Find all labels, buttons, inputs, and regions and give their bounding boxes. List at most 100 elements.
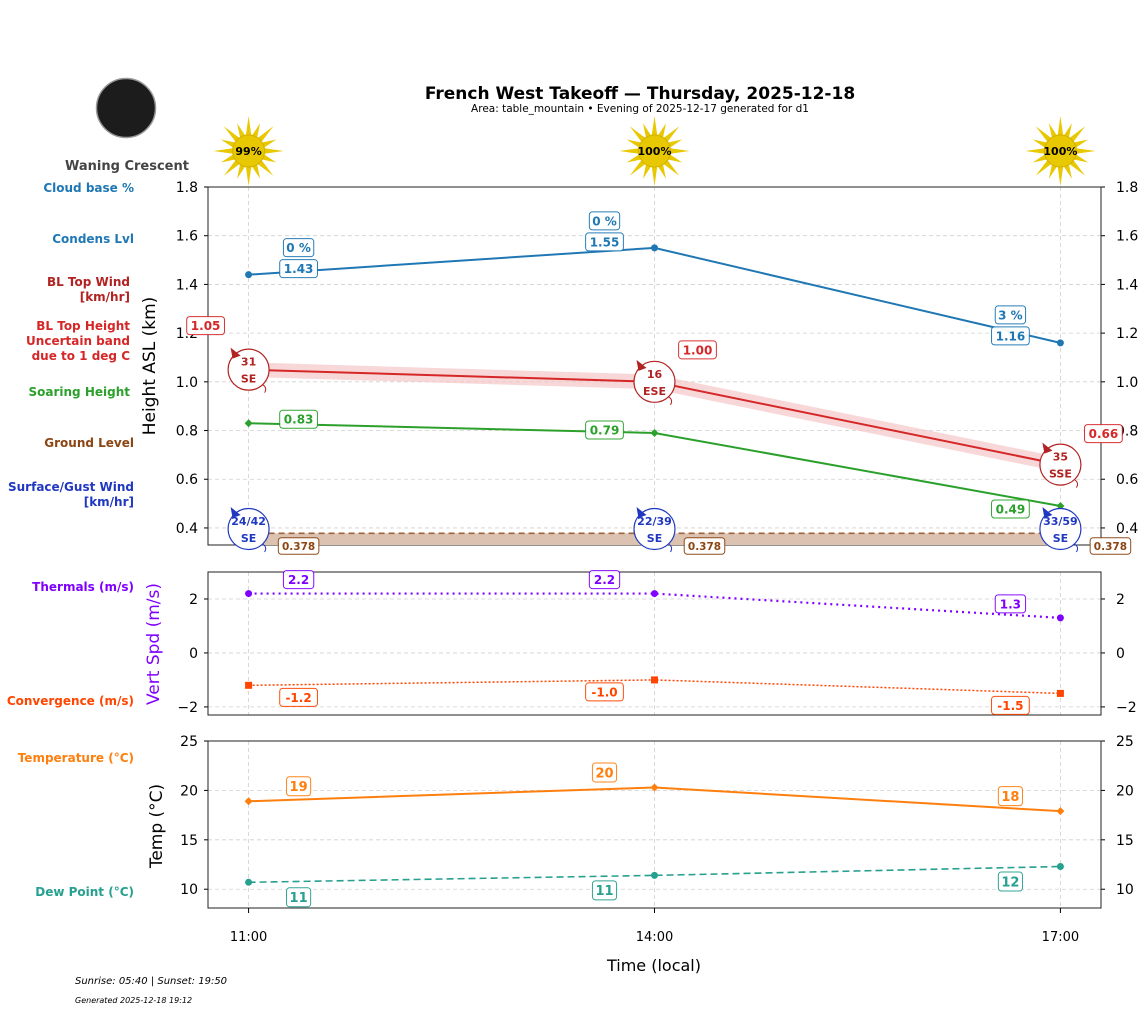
sun-ray <box>223 126 240 142</box>
y-tick-label-right: 10 <box>1116 882 1134 898</box>
bl-wind-speed: 35 <box>1053 451 1068 464</box>
soaring-label-box <box>585 420 624 440</box>
condens-point <box>651 244 658 252</box>
convergence-label-box <box>991 695 1030 715</box>
soaring-label-box <box>991 499 1030 519</box>
y-tick-label-right: 25 <box>1116 734 1134 750</box>
moon-phase-label: Waning Crescent <box>65 159 189 174</box>
bl-wind-hook <box>1074 479 1079 488</box>
thermals-label-box <box>588 570 621 590</box>
sun-disc <box>1043 134 1077 168</box>
condens-label-box <box>991 326 1030 346</box>
sun-ray <box>658 123 666 138</box>
sun-ray <box>257 160 274 176</box>
legend-thermals: Thermals (m/s) <box>32 580 134 594</box>
soaring-label: 0.49 <box>996 502 1026 516</box>
sun-ray <box>1057 116 1064 136</box>
sun-ray <box>262 154 277 163</box>
bl-wind-circle <box>227 348 270 391</box>
convergence-point <box>1056 689 1064 697</box>
legend-surface-wind: Surface/Gust Wind [km/hr] <box>8 480 134 509</box>
sun-icon <box>1025 116 1096 186</box>
surface-wind-hook <box>668 543 673 553</box>
bl-wind-speed: 31 <box>241 356 256 369</box>
y-tick-label: 20 <box>180 783 198 799</box>
sun-ray <box>1035 126 1052 142</box>
sun-ray <box>626 154 641 163</box>
soaring-label: 0.83 <box>284 413 314 427</box>
soaring-label: 0.79 <box>590 423 620 437</box>
dew-point-point <box>1056 862 1064 870</box>
sun-ray <box>1073 139 1089 148</box>
condens-label: 1.55 <box>590 235 620 249</box>
ground-label: 0.378 <box>1094 541 1127 553</box>
y-tick-label-right: 0 <box>1116 646 1125 662</box>
cloud-base-label: 3 % <box>998 308 1023 322</box>
legend-dew-point: Dew Point (°C) <box>35 885 134 899</box>
x-tick-label: 14:00 <box>636 930 673 945</box>
chart-subtitle: Area: table_mountain • Evening of 2025-1… <box>471 103 809 115</box>
temperature-label-box <box>286 776 312 797</box>
sun-ray <box>1069 126 1086 142</box>
vertical-speed-panel-frame <box>207 571 1102 716</box>
thermals-point <box>1056 614 1064 622</box>
sun-ray <box>1032 139 1047 148</box>
sun-ray <box>213 148 233 154</box>
y-tick-label: 1.8 <box>176 180 198 196</box>
bl-wind-circle <box>633 360 676 403</box>
condens-label: 1.43 <box>284 262 314 276</box>
sun-ray <box>1063 123 1072 138</box>
convergence-point <box>245 681 253 689</box>
sun-ray <box>643 123 651 138</box>
condens-label-box <box>585 232 624 252</box>
surface-wind-speed: 22/39 <box>637 515 672 528</box>
y-tick-label-right: −2 <box>1116 700 1137 716</box>
soaring-point <box>244 419 253 428</box>
y-axis-label-height: Height ASL (km) <box>140 297 160 436</box>
sun-ray <box>651 116 658 136</box>
convergence-label: -1.2 <box>285 691 311 705</box>
temperature-label: 19 <box>290 780 308 795</box>
temperature-label: 18 <box>1001 790 1019 805</box>
y-tick-label: −2 <box>177 700 198 716</box>
surface-wind-dir: SE <box>241 532 256 545</box>
sun-ray <box>629 160 646 176</box>
y-tick-label: 1.4 <box>176 277 198 293</box>
x-axis-label: Time (local) <box>606 956 701 975</box>
y-axis-label-temp: Temp (°C) <box>147 784 167 869</box>
soaring-label-box <box>279 409 318 429</box>
legend-ground: Ground Level <box>44 436 134 450</box>
legend-soaring: Soaring Height <box>29 385 131 399</box>
bl-top-label-box <box>1084 424 1123 444</box>
temperature-label-box <box>997 786 1023 807</box>
sun-ray <box>1025 148 1045 154</box>
dew-point-point <box>245 878 253 886</box>
thermals-label: 2.2 <box>594 573 615 587</box>
surface-wind-circle <box>1039 507 1082 551</box>
condens-label-box <box>279 259 318 279</box>
temperature-label-box <box>591 762 618 783</box>
y-tick-label-right: 0.4 <box>1116 521 1138 537</box>
dew-point-label-box <box>286 887 312 908</box>
legend-cloud-base: Cloud base % <box>43 181 134 195</box>
sun-ray <box>1048 164 1057 179</box>
sun-ray <box>619 148 639 154</box>
sun-ray <box>1057 166 1064 186</box>
convergence-label-box <box>585 682 624 702</box>
x-tick-label: 11:00 <box>230 930 267 945</box>
y-tick-label: 1.6 <box>176 229 198 245</box>
sun-ray <box>223 160 240 176</box>
sun-ray <box>252 123 261 138</box>
condens-label: 1.16 <box>996 329 1026 343</box>
surface-wind-speed: 24/42 <box>231 515 266 528</box>
ground-label: 0.378 <box>688 541 721 553</box>
y-tick-label-right: 0.6 <box>1116 472 1138 488</box>
sun-ray <box>1032 154 1047 163</box>
dew-point-point <box>651 871 658 879</box>
legend-temperature: Temperature (°C) <box>18 751 134 765</box>
cloud-base-label-box <box>994 305 1027 325</box>
bl-wind-arrow-icon <box>1042 442 1053 454</box>
sun-ray <box>237 164 246 179</box>
surface-wind-dir: SE <box>647 532 662 545</box>
sun-ray <box>245 166 252 186</box>
